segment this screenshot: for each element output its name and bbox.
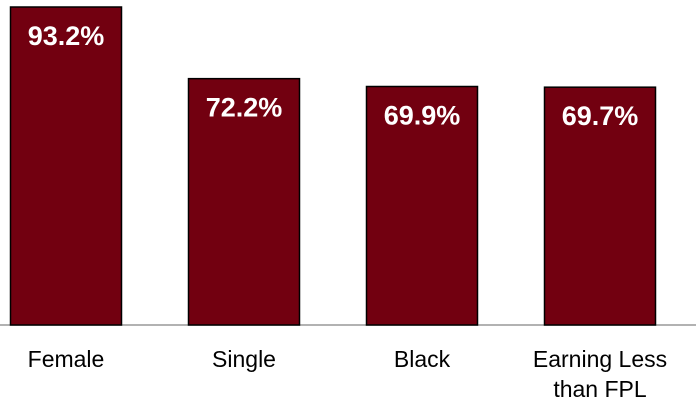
x-tick-label: Earning Less than FPL xyxy=(532,346,668,402)
x-tick-label: Female xyxy=(27,346,105,372)
bar xyxy=(365,85,479,326)
bar xyxy=(187,77,301,326)
data-label: 93.2% xyxy=(28,21,105,51)
bar xyxy=(543,86,657,326)
x-tick-label: Single xyxy=(212,346,276,372)
data-label: 69.9% xyxy=(384,101,461,131)
data-label: 72.2% xyxy=(206,93,283,123)
bar xyxy=(9,6,123,326)
data-label: 69.7% xyxy=(562,101,639,131)
x-tick-label: Black xyxy=(393,346,451,372)
